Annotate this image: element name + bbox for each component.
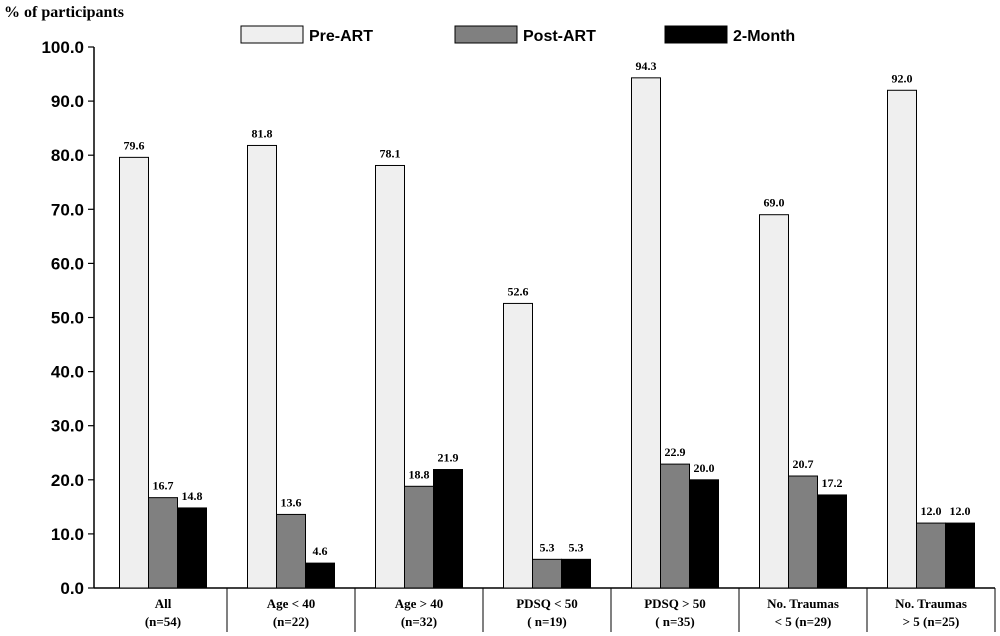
bar-post-art — [404, 485, 434, 589]
data-label: 17.2 — [822, 476, 843, 490]
x-category-label: No. Traumas — [895, 596, 967, 611]
data-label: 69.0 — [764, 196, 785, 210]
x-category-label: Age > 40 — [395, 596, 444, 611]
x-category-label: (n=54) — [145, 614, 181, 629]
data-labels: 79.6 16.7 14.8 81.8 13.6 4.6 78.1 18.8 21.9 52.6 5… — [124, 59, 971, 558]
bar-2-month — [177, 507, 207, 589]
x-category-label: No. Traumas — [767, 596, 839, 611]
y-tick-label: 100.0 — [41, 38, 84, 57]
bars — [119, 77, 975, 589]
y-tick-label: 10.0 — [51, 525, 84, 544]
bar-2-month — [305, 562, 335, 589]
y-tick-label: 50.0 — [51, 309, 84, 328]
x-category-label: All — [155, 596, 172, 611]
bar-2-month — [433, 469, 463, 589]
y-tick-label: 90.0 — [51, 92, 84, 111]
data-label: 92.0 — [892, 71, 913, 85]
data-label: 18.8 — [409, 467, 430, 481]
data-label: 5.3 — [569, 540, 584, 554]
bar-pre-art — [887, 89, 917, 589]
data-label: 5.3 — [540, 540, 555, 554]
y-tick-label: 0.0 — [60, 579, 84, 598]
x-category-label: PDSQ > 50 — [644, 596, 706, 611]
axes: 0.0 10.0 20.0 30.0 40.0 50.0 60.0 70.0 80.0 90.0 1… — [41, 38, 996, 632]
bar-pre-art — [119, 156, 149, 589]
y-axis-label: % of participants — [4, 4, 124, 21]
bar-post-art — [916, 522, 946, 589]
y-tick-label: 60.0 — [51, 254, 84, 273]
data-label: 22.9 — [665, 445, 686, 459]
x-category-label: Age < 40 — [267, 596, 316, 611]
data-label: 20.0 — [694, 461, 715, 475]
data-label: 16.7 — [153, 479, 174, 493]
x-category-label: (n=22) — [273, 614, 309, 629]
bar-pre-art — [631, 77, 661, 589]
bar-post-art — [788, 475, 818, 589]
legend: Pre-ART Post-ART 2-Month — [240, 25, 795, 45]
data-label: 21.9 — [438, 451, 459, 465]
legend-swatch — [664, 25, 728, 44]
data-label: 20.7 — [793, 457, 814, 471]
x-category-label: > 5 (n=25) — [903, 614, 960, 629]
bar-post-art — [148, 497, 178, 589]
x-category-label: < 5 (n=29) — [775, 614, 832, 629]
y-tick-label: 40.0 — [51, 363, 84, 382]
y-tick-label: 30.0 — [51, 417, 84, 436]
y-tick-label: 20.0 — [51, 471, 84, 490]
data-label: 94.3 — [636, 59, 657, 73]
x-category-label: ( n=35) — [655, 614, 695, 629]
legend-swatch — [454, 25, 518, 44]
legend-swatch — [240, 25, 304, 44]
data-label: 4.6 — [313, 544, 328, 558]
x-category-label: (n=32) — [401, 614, 437, 629]
y-tick-label: 70.0 — [51, 200, 84, 219]
data-label: 79.6 — [124, 138, 145, 152]
bar-2-month — [817, 494, 847, 589]
x-category-label: PDSQ < 50 — [516, 596, 578, 611]
data-label: 13.6 — [281, 495, 302, 509]
data-label: 12.0 — [950, 504, 971, 518]
data-label: 78.1 — [380, 146, 401, 160]
bar-pre-art — [503, 302, 533, 589]
legend-label: Pre-ART — [309, 28, 373, 45]
bar-post-art — [660, 463, 690, 589]
bar-pre-art — [375, 164, 405, 589]
bar-post-art — [532, 558, 562, 589]
data-label: 14.8 — [182, 489, 203, 503]
bar-2-month — [945, 522, 975, 589]
y-tick-label: 80.0 — [51, 146, 84, 165]
x-category-label: ( n=19) — [527, 614, 567, 629]
data-label: 52.6 — [508, 284, 529, 298]
legend-label: Post-ART — [523, 28, 596, 45]
bar-2-month — [561, 558, 591, 589]
data-label: 12.0 — [921, 504, 942, 518]
data-label: 81.8 — [252, 126, 273, 140]
bar-post-art — [276, 513, 306, 589]
bar-2-month — [689, 479, 719, 589]
bar-pre-art — [759, 214, 789, 589]
bar-pre-art — [247, 144, 277, 589]
legend-label: 2-Month — [733, 28, 795, 45]
